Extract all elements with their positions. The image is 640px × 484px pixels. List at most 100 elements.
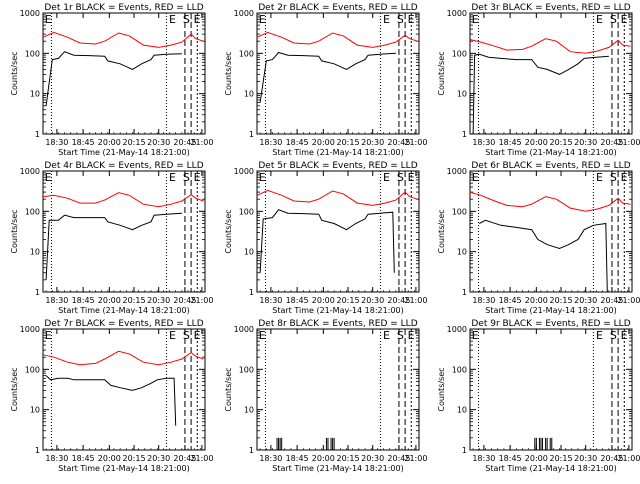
plot-frame: [469, 328, 633, 451]
event-marker-label: S: [183, 171, 190, 184]
y-tick-label: 100: [452, 49, 467, 58]
x-tick-label: 18:30: [45, 138, 68, 147]
plot-frame: [256, 328, 420, 451]
x-tick-label: 20:45: [600, 454, 623, 463]
y-axis-label: Counts/sec: [224, 209, 233, 253]
x-tick-label: 20:45: [387, 454, 410, 463]
event-marker-label: E: [259, 13, 266, 26]
x-tick-label: 20:45: [600, 296, 623, 305]
x-tick-label: 20:30: [574, 138, 597, 147]
y-tick-label: 1000: [234, 9, 254, 18]
plot-frame: [42, 170, 206, 293]
y-axis-label: Counts/sec: [10, 209, 19, 253]
x-axis-label: Start Time (21-May-14 18:21:00): [272, 306, 403, 315]
y-tick-label: 1000: [20, 9, 40, 18]
x-tick-label: 18:30: [259, 138, 282, 147]
x-tick-label: 20:15: [336, 454, 359, 463]
x-tick-label: 21:00: [404, 296, 427, 305]
x-tick-label: 20:45: [600, 138, 623, 147]
y-tick-label: 1: [35, 446, 40, 455]
y-axis-label: Counts/sec: [437, 51, 446, 95]
y-tick-label: 1000: [234, 325, 254, 334]
x-tick-label: 20:15: [549, 138, 572, 147]
x-tick-label: 20:45: [173, 138, 196, 147]
x-tick-label: 20:15: [549, 296, 572, 305]
series-line-events: [45, 212, 182, 280]
plot-frame: [469, 170, 633, 293]
event-marker-label: E: [259, 171, 266, 184]
x-axis-label: Start Time (21-May-14 18:21:00): [58, 148, 189, 157]
event-marker-label: E: [169, 13, 176, 26]
x-tick-label: 20:00: [98, 296, 121, 305]
y-tick-label: 10: [244, 406, 254, 415]
x-tick-label: 21:00: [617, 454, 640, 463]
x-tick-label: 20:30: [147, 296, 170, 305]
x-tick-label: 18:30: [45, 296, 68, 305]
x-tick-label: 20:30: [147, 454, 170, 463]
plot-title: Det 2r BLACK = Events, RED = LLD: [258, 3, 417, 13]
x-tick-label: 20:00: [312, 138, 335, 147]
y-tick-label: 1000: [234, 167, 254, 176]
x-tick-label: 18:45: [72, 138, 95, 147]
x-tick-label: 20:30: [147, 138, 170, 147]
x-tick-label: 18:45: [286, 454, 309, 463]
event-marker-label: E: [408, 13, 415, 26]
x-tick-label: 18:30: [45, 454, 68, 463]
x-tick-label: 21:00: [404, 454, 427, 463]
plot-frame: [42, 12, 206, 135]
x-axis-label: Start Time (21-May-14 18:21:00): [58, 306, 189, 315]
x-tick-label: 21:00: [190, 454, 213, 463]
event-marker-label: E: [194, 13, 201, 26]
plot-title: Det 8r BLACK = Events, RED = LLD: [258, 319, 417, 329]
event-marker-label: E: [194, 171, 201, 184]
x-tick-label: 18:45: [499, 296, 522, 305]
event-marker-label: E: [472, 329, 479, 342]
event-marker-label: S: [397, 171, 404, 184]
x-tick-label: 20:00: [525, 296, 548, 305]
y-tick-label: 1: [462, 446, 467, 455]
x-tick-label: 20:00: [525, 138, 548, 147]
y-tick-label: 1: [35, 288, 40, 297]
event-marker-label: E: [169, 171, 176, 184]
event-marker-label: S: [183, 329, 190, 342]
event-marker-label: S: [610, 329, 617, 342]
x-axis-label: Start Time (21-May-14 18:21:00): [58, 464, 189, 473]
y-tick-label: 10: [30, 406, 40, 415]
x-tick-label: 20:00: [98, 138, 121, 147]
y-tick-label: 1: [249, 288, 254, 297]
x-tick-label: 18:45: [499, 138, 522, 147]
x-tick-label: 20:00: [312, 454, 335, 463]
x-tick-label: 20:00: [312, 296, 335, 305]
plot-title: Det 5r BLACK = Events, RED = LLD: [258, 161, 417, 171]
y-axis-label: Counts/sec: [224, 51, 233, 95]
y-tick-label: 1000: [447, 167, 467, 176]
plot-frame: [469, 12, 633, 135]
series-line-events: [472, 53, 609, 135]
x-tick-label: 18:45: [286, 296, 309, 305]
y-tick-label: 1: [462, 288, 467, 297]
y-tick-label: 1000: [20, 325, 40, 334]
x-tick-label: 20:15: [336, 296, 359, 305]
event-marker-label: E: [383, 171, 390, 184]
y-axis-label: Counts/sec: [437, 367, 446, 411]
y-tick-label: 10: [244, 248, 254, 257]
x-tick-label: 21:00: [190, 296, 213, 305]
event-marker-label: E: [621, 13, 628, 26]
event-marker-label: S: [610, 171, 617, 184]
y-tick-label: 100: [452, 207, 467, 216]
x-axis-label: Start Time (21-May-14 18:21:00): [272, 464, 403, 473]
event-marker-label: E: [472, 171, 479, 184]
series-line-events: [45, 375, 177, 426]
x-tick-label: 20:30: [574, 296, 597, 305]
y-tick-label: 1: [249, 446, 254, 455]
y-tick-label: 1: [462, 130, 467, 139]
x-tick-label: 20:15: [549, 454, 572, 463]
x-tick-label: 18:45: [72, 454, 95, 463]
x-tick-label: 20:15: [122, 454, 145, 463]
x-tick-label: 20:45: [387, 138, 410, 147]
x-tick-label: 21:00: [404, 138, 427, 147]
series-line-lld: [469, 191, 631, 212]
y-tick-label: 1: [249, 130, 254, 139]
x-tick-label: 20:30: [574, 454, 597, 463]
